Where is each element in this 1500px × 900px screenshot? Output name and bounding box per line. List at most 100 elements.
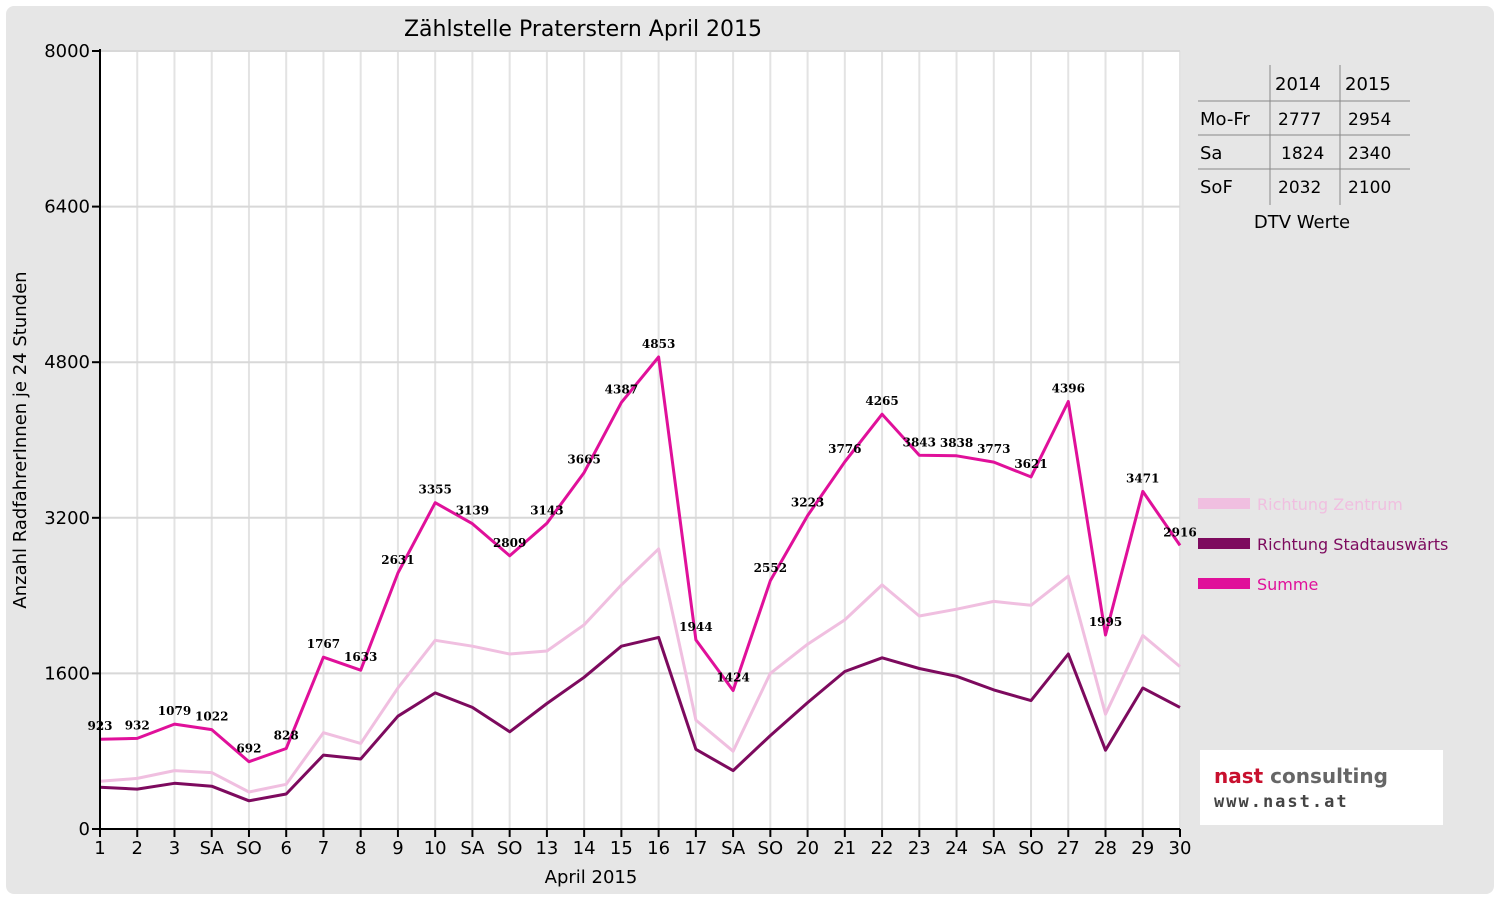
data-label: 3843 — [903, 435, 936, 449]
x-tick-label: 30 — [1169, 838, 1192, 859]
data-label: 1995 — [1089, 615, 1122, 629]
table-cell: 2954 — [1348, 110, 1391, 130]
data-label: 3665 — [567, 453, 600, 467]
x-tick-label: 2 — [132, 838, 143, 859]
x-tick-label: 16 — [647, 838, 670, 859]
x-tick-label: 27 — [1057, 838, 1080, 859]
data-labels: 923 932 1079 1022 692 828 1767 1633 2631 3355 3139… — [87, 337, 1196, 756]
data-label: 4387 — [605, 382, 638, 396]
x-tick-label: 15 — [610, 838, 633, 859]
logo-brand: nast consulting — [1214, 764, 1388, 788]
grid-lines — [99, 50, 1181, 830]
x-tick-label: SA — [982, 838, 1007, 859]
x-tick-label: 7 — [318, 838, 329, 859]
x-tick-label: 24 — [945, 838, 968, 859]
series-lines — [99, 355, 1182, 803]
table-cell: 1824 — [1281, 144, 1324, 164]
data-label: 3776 — [828, 442, 861, 456]
x-tick-label: SO — [1018, 838, 1044, 859]
table-header-2015: 2015 — [1345, 74, 1391, 95]
data-label: 3773 — [977, 442, 1010, 456]
x-axis-label: April 2015 — [545, 867, 638, 888]
data-label: 1424 — [716, 671, 749, 685]
data-label: 1944 — [679, 620, 712, 634]
data-label: 932 — [125, 718, 150, 732]
x-tick-label: 8 — [355, 838, 366, 859]
chart-title: Zählstelle Praterstern April 2015 — [404, 17, 762, 42]
data-label: 828 — [274, 728, 299, 742]
x-tick-label: 1 — [94, 838, 105, 859]
x-tick-label: SA — [460, 838, 485, 859]
x-tick-label: 23 — [908, 838, 931, 859]
x-tick-label: 17 — [684, 838, 707, 859]
data-label: 3223 — [791, 496, 824, 510]
table-row-label: Mo-Fr — [1200, 109, 1250, 130]
data-label: 1633 — [344, 650, 377, 664]
table-cell: 2340 — [1348, 144, 1391, 164]
table-row-label: SoF — [1200, 177, 1233, 198]
x-tick-label: 20 — [796, 838, 819, 859]
x-tick-label: 29 — [1131, 838, 1154, 859]
data-label: 1767 — [307, 637, 340, 651]
data-label: 3471 — [1126, 471, 1159, 485]
data-label: 2552 — [754, 561, 787, 575]
axes — [92, 49, 1181, 837]
x-tick-label: SO — [497, 838, 523, 859]
data-label: 4265 — [865, 394, 898, 408]
data-label: 3143 — [530, 503, 563, 517]
series-line-richtung-zentrum — [99, 547, 1181, 794]
data-label: 3838 — [940, 436, 973, 450]
y-tick-label: 8000 — [44, 41, 90, 62]
x-tick-label: 9 — [392, 838, 403, 859]
legend-swatch — [1198, 498, 1250, 509]
x-tick-label: 10 — [424, 838, 447, 859]
x-tick-label: 13 — [535, 838, 558, 859]
x-tick-label: 3 — [169, 838, 180, 859]
x-tick-label: 28 — [1094, 838, 1117, 859]
table-cell: 2777 — [1278, 110, 1321, 130]
data-label: 3621 — [1014, 457, 1047, 471]
company-logo: nast consulting www.nast.at — [1200, 750, 1443, 825]
legend-label: Richtung Stadtauswärts — [1257, 535, 1448, 554]
data-label: 3355 — [418, 483, 451, 497]
data-label: 1079 — [158, 704, 191, 718]
y-axis-label: Anzahl RadfahrerInnen je 24 Stunden — [10, 271, 31, 608]
y-tick-label: 1600 — [44, 663, 90, 684]
x-tick-label: SA — [200, 838, 225, 859]
x-tick-label: SA — [721, 838, 746, 859]
dtv-table: 2014 2015 Mo-Fr 2777 2954 Sa 1824 2340 S… — [1198, 65, 1410, 233]
series-line-summe — [99, 355, 1182, 764]
legend-label: Summe — [1257, 575, 1318, 594]
x-tick-label: 6 — [280, 838, 291, 859]
data-label: 4396 — [1052, 381, 1085, 395]
data-label: 2809 — [493, 536, 526, 550]
legend-swatch — [1198, 578, 1250, 589]
y-tick-label: 3200 — [44, 508, 90, 529]
plot-background — [100, 51, 1180, 829]
x-tick-label: 14 — [573, 838, 596, 859]
legend: Richtung Zentrum Richtung Stadtauswärts Su… — [1198, 495, 1448, 594]
x-tick-label: 22 — [871, 838, 894, 859]
data-label: 4853 — [642, 337, 675, 351]
table-caption: DTV Werte — [1254, 212, 1350, 233]
table-header-2014: 2014 — [1275, 74, 1321, 95]
legend-label: Richtung Zentrum — [1257, 495, 1403, 514]
y-tick-label: 6400 — [44, 197, 90, 218]
data-label: 692 — [236, 742, 261, 756]
plot-area — [100, 51, 1180, 829]
logo-url: www.nast.at — [1214, 792, 1349, 812]
table-row-label: Sa — [1200, 143, 1222, 164]
x-tick-label: SO — [758, 838, 784, 859]
y-tick-label: 0 — [79, 819, 90, 840]
data-label: 1022 — [195, 710, 228, 724]
x-tick-label: SO — [236, 838, 262, 859]
legend-swatch — [1198, 538, 1250, 549]
data-label: 923 — [87, 719, 112, 733]
table-cell: 2032 — [1278, 178, 1321, 198]
logo-brand-part2: consulting — [1263, 764, 1388, 788]
x-tick-label: 21 — [833, 838, 856, 859]
data-label: 2631 — [381, 553, 414, 567]
data-label: 3139 — [456, 504, 489, 518]
